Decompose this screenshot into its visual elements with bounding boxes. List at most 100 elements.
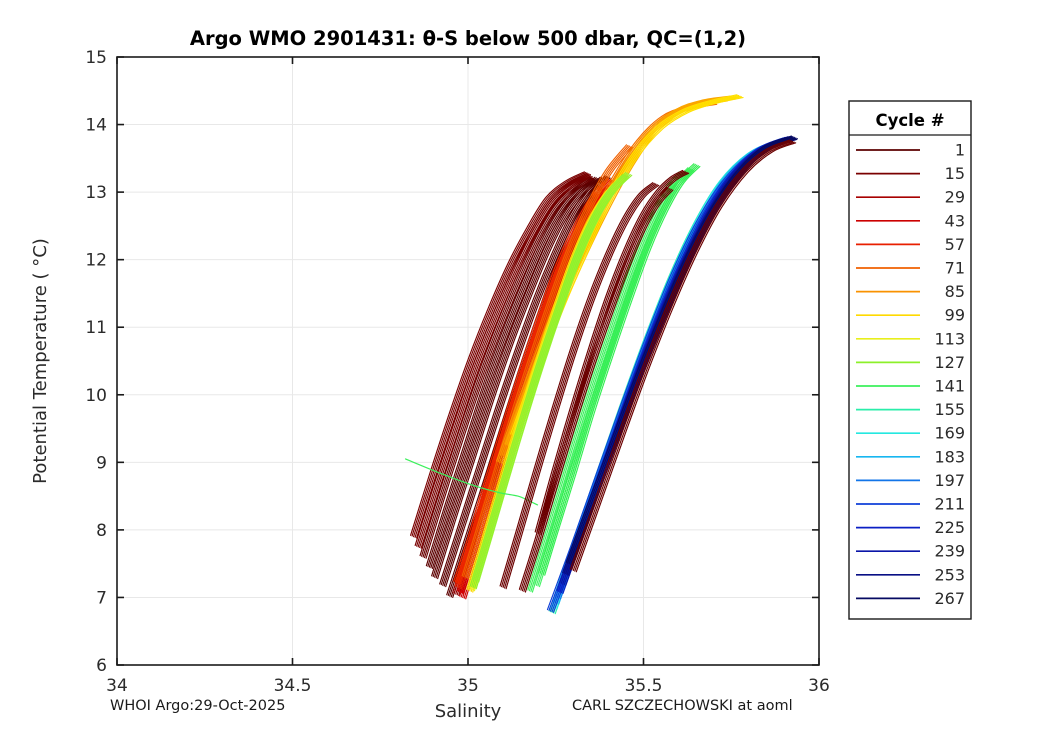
series-line bbox=[442, 178, 604, 586]
legend-item-label: 267 bbox=[934, 589, 965, 608]
series-line bbox=[523, 188, 672, 592]
legend-item[interactable]: 183 bbox=[856, 447, 965, 466]
x-tick-label: 36 bbox=[808, 676, 830, 696]
series-line bbox=[466, 176, 621, 590]
x-tick-labels: 34 34.5 35 35.5 36 bbox=[106, 676, 830, 696]
series-line bbox=[473, 172, 628, 581]
legend-item[interactable]: 155 bbox=[856, 400, 965, 419]
series-line bbox=[540, 172, 690, 536]
legend-item-label: 43 bbox=[945, 211, 965, 230]
series-line bbox=[467, 175, 622, 589]
y-tick-label: 10 bbox=[85, 386, 107, 406]
legend-title: Cycle # bbox=[875, 111, 944, 130]
series-line bbox=[431, 176, 596, 577]
y-tick-label: 6 bbox=[96, 656, 107, 676]
legend-item[interactable]: 127 bbox=[856, 353, 965, 372]
legend-item-label: 29 bbox=[945, 188, 965, 207]
series-line bbox=[423, 177, 593, 559]
legend-item-label: 85 bbox=[945, 282, 965, 301]
series-line bbox=[567, 136, 794, 564]
y-tick-label: 14 bbox=[85, 116, 107, 136]
legend-item-label: 169 bbox=[934, 424, 965, 443]
legend-item-label: 15 bbox=[945, 164, 965, 183]
legend-entries[interactable]: 1 15 29 43 57 71 85 99 113 127 141 155 169 183 197 211 2… bbox=[856, 141, 965, 608]
legend-item[interactable]: 15 bbox=[856, 164, 965, 183]
legend-item[interactable]: 197 bbox=[856, 471, 965, 490]
legend-box bbox=[848, 100, 972, 620]
legend[interactable]: Cycle # 1 15 29 43 57 71 85 99 113 127 141 155 169 18… bbox=[848, 100, 972, 620]
legend-item[interactable]: 225 bbox=[856, 518, 965, 537]
series-line bbox=[501, 182, 655, 588]
series-line bbox=[542, 165, 699, 576]
series-line bbox=[414, 173, 590, 538]
series-line bbox=[437, 179, 602, 580]
series-line bbox=[546, 140, 778, 611]
x-tick-label: 35 bbox=[457, 676, 479, 696]
series-line bbox=[476, 173, 631, 582]
legend-item-label: 155 bbox=[934, 400, 965, 419]
series-line bbox=[434, 178, 599, 578]
footer-right: CARL SZCZECHOWSKI at aoml bbox=[572, 698, 793, 714]
legend-item[interactable]: 85 bbox=[856, 282, 965, 301]
y-axis-label: Potential Temperature ( °C) bbox=[30, 238, 51, 484]
legend-item-label: 197 bbox=[934, 471, 965, 490]
x-tick-label: 35.5 bbox=[625, 676, 663, 696]
series-line bbox=[571, 140, 792, 571]
curves-clipped bbox=[404, 94, 799, 615]
legend-item[interactable]: 71 bbox=[856, 259, 965, 278]
legend-item-label: 253 bbox=[934, 565, 965, 584]
x-tick-label: 34 bbox=[106, 676, 128, 696]
legend-item[interactable]: 211 bbox=[856, 495, 965, 514]
chart-title: Argo WMO 2901431: θ-S below 500 dbar, QC… bbox=[190, 27, 746, 50]
series-line bbox=[544, 165, 701, 576]
legend-item-label: 127 bbox=[934, 353, 965, 372]
y-tick-label: 9 bbox=[96, 453, 107, 473]
axis-ticks bbox=[116, 56, 820, 666]
series-line bbox=[411, 171, 587, 537]
legend-item-label: 99 bbox=[945, 306, 965, 325]
y-tick-label: 12 bbox=[85, 251, 107, 271]
series-line bbox=[539, 163, 696, 574]
legend-item[interactable]: 267 bbox=[856, 589, 965, 608]
data-curves bbox=[404, 94, 799, 615]
y-tick-label: 11 bbox=[85, 318, 107, 338]
legend-item-label: 225 bbox=[934, 518, 965, 537]
legend-item-label: 239 bbox=[934, 542, 965, 561]
series-line bbox=[499, 182, 654, 587]
series-line bbox=[420, 175, 593, 549]
legend-item[interactable]: 169 bbox=[856, 424, 965, 443]
legend-item[interactable]: 113 bbox=[856, 329, 965, 348]
legend-item[interactable]: 239 bbox=[856, 542, 965, 561]
series-line bbox=[419, 175, 592, 549]
x-tick-label: 34.5 bbox=[274, 676, 312, 696]
series-line bbox=[432, 177, 597, 578]
legend-item-label: 113 bbox=[934, 329, 965, 348]
series-line bbox=[478, 174, 633, 583]
series-line bbox=[435, 178, 600, 579]
series-line bbox=[537, 171, 687, 534]
series-line bbox=[410, 171, 585, 536]
legend-item[interactable]: 57 bbox=[856, 235, 965, 254]
legend-item[interactable]: 253 bbox=[856, 565, 965, 584]
y-tick-label: 13 bbox=[85, 183, 107, 203]
series-line bbox=[541, 164, 698, 575]
series-line bbox=[404, 458, 539, 506]
series-line bbox=[569, 139, 791, 570]
legend-item[interactable]: 29 bbox=[856, 188, 965, 207]
series-line bbox=[505, 184, 660, 590]
series-line bbox=[472, 171, 627, 580]
legend-item[interactable]: 141 bbox=[856, 377, 965, 396]
series-line bbox=[565, 135, 793, 563]
series-line bbox=[440, 177, 603, 586]
legend-item-label: 211 bbox=[934, 495, 965, 514]
legend-item-label: 1 bbox=[955, 141, 965, 160]
legend-item[interactable]: 99 bbox=[856, 306, 965, 325]
series-line bbox=[463, 144, 629, 578]
legend-item[interactable]: 1 bbox=[856, 141, 965, 160]
x-axis-label: Salinity bbox=[435, 701, 502, 722]
legend-item[interactable]: 43 bbox=[856, 211, 965, 230]
series-line bbox=[524, 189, 674, 593]
series-line bbox=[453, 178, 608, 582]
